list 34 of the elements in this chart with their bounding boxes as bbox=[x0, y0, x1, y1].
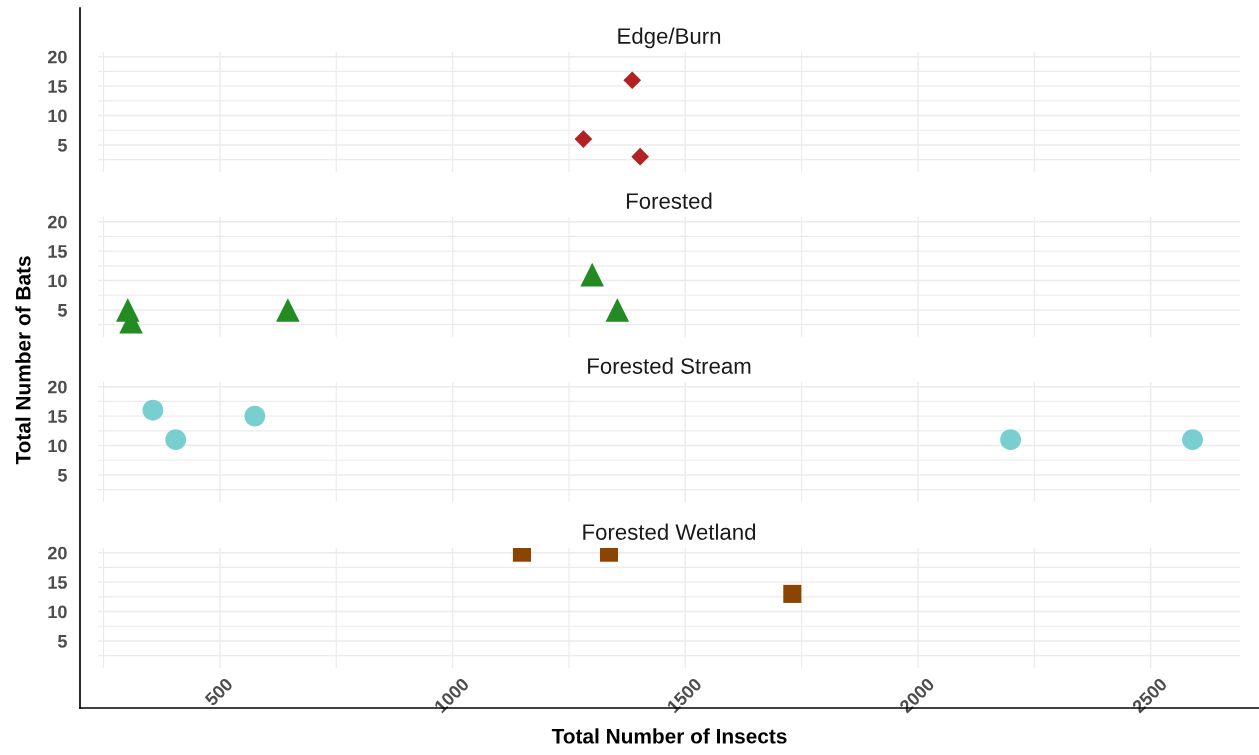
x-tick-label: 500 bbox=[204, 677, 234, 707]
point bbox=[276, 298, 300, 322]
point bbox=[1182, 429, 1203, 451]
y-tick-label: 15 bbox=[48, 80, 67, 93]
chart-title: Forested Wetland bbox=[583, 523, 756, 540]
point bbox=[165, 429, 187, 451]
y-tick-label: 20 bbox=[47, 215, 67, 229]
y-tick-label: 10 bbox=[48, 439, 67, 453]
chart-title: Forested bbox=[626, 192, 712, 209]
point bbox=[580, 262, 605, 287]
y-tick-label: 15 bbox=[48, 576, 67, 589]
y-tick-label: 5 bbox=[57, 635, 67, 648]
y-tick-label: 15 bbox=[48, 245, 67, 258]
y-tick-label: 10 bbox=[48, 605, 67, 619]
y-tick-label: 5 bbox=[57, 469, 67, 482]
point bbox=[631, 147, 649, 166]
x-axis-title: Total Number of Insects bbox=[551, 728, 787, 744]
y-tick-label: 15 bbox=[48, 410, 67, 423]
y-tick-label: 10 bbox=[48, 274, 67, 288]
y-tick-label: 5 bbox=[57, 304, 67, 317]
chart-title: Edge/Burn bbox=[618, 27, 721, 49]
point bbox=[623, 71, 642, 90]
point bbox=[1000, 429, 1021, 451]
y-tick-label: 20 bbox=[47, 546, 67, 560]
chart-title: Forested Stream bbox=[588, 357, 751, 374]
y-tick-label: 20 bbox=[47, 50, 67, 64]
point bbox=[605, 298, 630, 322]
point bbox=[244, 405, 266, 427]
y-axis-title: Total Number of Bats bbox=[15, 256, 31, 465]
point bbox=[142, 399, 164, 421]
y-tick-label: 10 bbox=[48, 109, 67, 123]
point bbox=[574, 130, 593, 148]
y-tick-label: 20 bbox=[47, 380, 67, 394]
y-tick-label: 5 bbox=[57, 139, 67, 152]
